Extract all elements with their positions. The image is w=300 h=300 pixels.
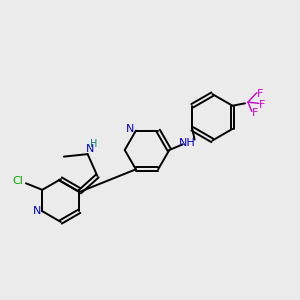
- Text: F: F: [259, 100, 266, 110]
- Text: N: N: [126, 124, 135, 134]
- Text: H: H: [90, 139, 97, 149]
- Text: F: F: [257, 89, 264, 99]
- Text: Cl: Cl: [13, 176, 23, 186]
- Text: N: N: [86, 145, 94, 154]
- Text: NH: NH: [179, 138, 196, 148]
- Text: F: F: [252, 108, 259, 118]
- Text: N: N: [33, 206, 41, 216]
